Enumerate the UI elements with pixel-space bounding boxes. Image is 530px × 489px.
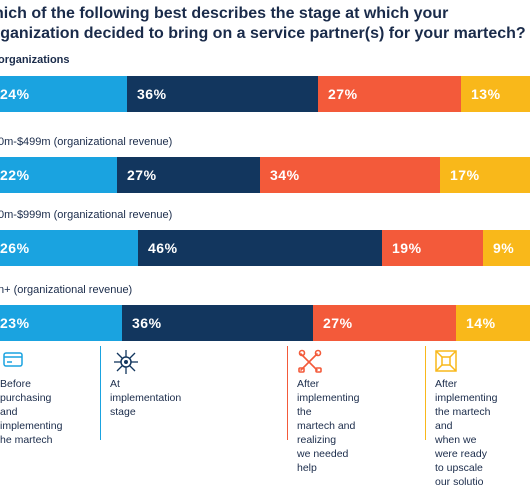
bar-segment-upscale: 13%	[461, 76, 530, 112]
bar-value-label: 23%	[0, 315, 30, 331]
bar-row-499m: 22% 27% 34% 17%	[0, 157, 530, 193]
legend-divider	[287, 346, 288, 440]
chart-title: hich of the following best describes the…	[0, 4, 530, 44]
bar-value-label: 46%	[148, 240, 178, 256]
chart-title-line-2: rganization decided to bring on a servic…	[0, 25, 526, 42]
bar-segment-after-realizing: 34%	[260, 157, 440, 193]
expand-icon	[433, 348, 459, 379]
chart-title-line-1: hich of the following best describes the…	[0, 5, 449, 22]
legend-text-after-realizing: After implementing the martech and reali…	[297, 378, 360, 474]
credit-card-icon	[2, 348, 24, 375]
group-label-1b: n+ (organizational revenue)	[0, 284, 133, 296]
tools-icon	[297, 348, 323, 379]
bar-segment-upscale: 14%	[456, 305, 530, 341]
group-label-499m: 0m-$499m (organizational revenue)	[0, 136, 173, 148]
bar-value-label: 17%	[450, 167, 480, 183]
bar-segment-at-implementation: 36%	[127, 76, 318, 112]
legend-text-upscale: After implementing the martech and when …	[435, 378, 498, 488]
bar-value-label: 27%	[328, 86, 358, 102]
legend-text-before-purchasing: Before purchasing and implementing he ma…	[0, 378, 63, 446]
bar-segment-before-purchasing: 22%	[0, 157, 117, 193]
bar-row-999m: 26% 46% 19% 9%	[0, 230, 530, 266]
bar-segment-after-realizing: 27%	[318, 76, 461, 112]
bar-value-label: 36%	[137, 86, 167, 102]
bar-value-label: 27%	[127, 167, 157, 183]
bar-segment-before-purchasing: 23%	[0, 305, 122, 341]
bar-segment-after-realizing: 27%	[313, 305, 456, 341]
bar-value-label: 27%	[323, 315, 353, 331]
group-label-999m: 0m-$999m (organizational revenue)	[0, 209, 173, 221]
bar-value-label: 13%	[471, 86, 501, 102]
bar-value-label: 22%	[0, 167, 30, 183]
bar-row-1b: 23% 36% 27% 14%	[0, 305, 530, 341]
legend-text-at-implementation: At implementation stage	[110, 378, 182, 418]
network-gear-icon	[112, 348, 140, 381]
bar-value-label: 19%	[392, 240, 422, 256]
bar-segment-before-purchasing: 26%	[0, 230, 138, 266]
legend-divider	[425, 346, 426, 440]
bar-segment-at-implementation: 27%	[117, 157, 260, 193]
bar-value-label: 34%	[270, 167, 300, 183]
bar-segment-after-realizing: 19%	[382, 230, 483, 266]
bar-value-label: 24%	[0, 86, 30, 102]
legend-divider	[100, 346, 101, 440]
group-label-all: organizations	[0, 54, 70, 66]
bar-segment-before-purchasing: 24%	[0, 76, 127, 112]
bar-segment-at-implementation: 36%	[122, 305, 313, 341]
bar-row-all: 24% 36% 27% 13%	[0, 76, 530, 112]
bar-value-label: 36%	[132, 315, 162, 331]
bar-segment-upscale: 9%	[483, 230, 530, 266]
bar-value-label: 26%	[0, 240, 30, 256]
bar-segment-upscale: 17%	[440, 157, 530, 193]
bar-segment-at-implementation: 46%	[138, 230, 382, 266]
bar-value-label: 9%	[493, 240, 515, 256]
bar-value-label: 14%	[466, 315, 496, 331]
legend: Before purchasing and implementing he ma…	[0, 344, 530, 488]
